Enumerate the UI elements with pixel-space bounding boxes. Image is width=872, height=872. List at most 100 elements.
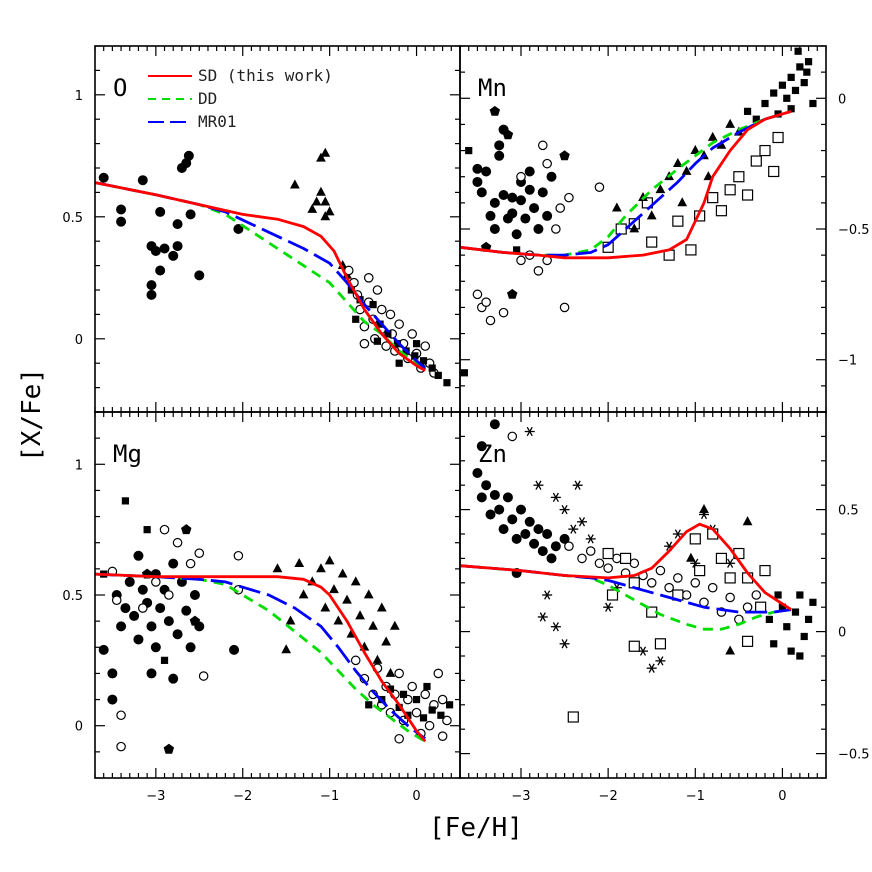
data-point-3-51 (577, 517, 587, 527)
data-point-2-8 (133, 634, 144, 645)
data-point-1-17 (524, 184, 535, 195)
model-line-mr01 (460, 110, 792, 257)
data-point-2-106 (423, 682, 431, 691)
data-point-3-44 (742, 602, 753, 612)
data-point-3-98 (796, 591, 804, 599)
data-point-3-38 (690, 577, 701, 588)
data-point-1-28 (485, 315, 496, 326)
data-point-2-101 (419, 714, 428, 722)
data-point-0-3 (137, 175, 148, 186)
data-point-3-61 (655, 656, 666, 666)
data-point-2-93 (442, 715, 452, 726)
panel-title: Zn (478, 440, 507, 468)
data-point-1-95 (804, 58, 813, 66)
data-point-3-53 (542, 590, 553, 600)
y-tick-label: −0.5 (838, 748, 870, 763)
data-point-0-69 (352, 315, 360, 323)
data-point-2-63 (350, 576, 361, 586)
data-point-3-28 (603, 563, 613, 573)
data-point-1-92 (791, 86, 800, 95)
model-line-mr01 (95, 572, 427, 740)
data-point-3-99 (800, 632, 808, 641)
data-point-3-19 (559, 533, 570, 544)
data-point-1-65 (768, 165, 780, 178)
data-point-3-50 (568, 524, 579, 534)
data-point-2-85 (407, 681, 418, 692)
data-point-3-13 (524, 516, 535, 527)
data-point-0-65 (419, 357, 428, 365)
data-point-3-101 (809, 598, 817, 606)
data-point-2-26 (229, 644, 240, 655)
data-point-1-16 (524, 166, 535, 177)
data-point-3-49 (559, 504, 570, 515)
data-point-3-100 (804, 615, 813, 624)
x-tick-label: −1 (686, 789, 705, 804)
data-point-2-105 (399, 690, 408, 698)
data-point-3-78 (715, 552, 728, 565)
panel-title: O (113, 74, 127, 102)
data-point-0-71 (395, 359, 403, 367)
data-point-2-21 (185, 642, 196, 653)
data-point-2-0 (98, 644, 109, 655)
data-point-1-0 (472, 163, 483, 174)
data-point-3-82 (741, 635, 754, 647)
data-point-1-40 (564, 192, 574, 203)
data-point-2-61 (342, 594, 352, 604)
data-point-0-10 (159, 243, 170, 254)
data-point-1-47 (489, 105, 501, 116)
data-point-0-9 (155, 206, 166, 217)
data-point-3-27 (594, 558, 605, 569)
data-point-2-20 (181, 605, 192, 616)
data-point-3-87 (606, 589, 619, 601)
data-point-2-41 (137, 603, 148, 613)
data-point-2-11 (146, 621, 157, 632)
data-point-1-41 (594, 182, 605, 192)
model-curves (460, 522, 792, 631)
data-point-3-16 (537, 546, 548, 557)
data-point-2-53 (298, 589, 309, 599)
data-point-1-5 (489, 197, 500, 208)
data-point-1-67 (602, 241, 614, 253)
y-tick-label: 0 (838, 626, 846, 641)
data-point-3-84 (759, 564, 771, 577)
data-point-1-19 (533, 223, 544, 234)
data-point-1-81 (646, 210, 657, 220)
data-point-0-44 (381, 341, 391, 351)
model-line-mr01 (460, 564, 792, 614)
data-point-1-62 (741, 189, 754, 201)
x-tick-label: −3 (146, 789, 165, 804)
data-point-0-59 (369, 301, 377, 309)
data-point-1-1 (472, 176, 483, 187)
data-point-1-44 (502, 129, 514, 140)
data-point-2-107 (445, 701, 454, 709)
data-point-0-24 (320, 196, 331, 206)
data-point-2-46 (163, 743, 175, 754)
data-point-3-91 (686, 552, 696, 562)
data-point-2-13 (150, 642, 161, 653)
data-point-3-17 (542, 529, 553, 540)
data-point-3-1 (472, 467, 483, 478)
data-point-0-42 (376, 304, 387, 315)
y-axis-title: [X/Fe] (17, 368, 47, 462)
data-point-2-32 (151, 577, 161, 587)
data-point-1-20 (537, 187, 548, 198)
y-tick-label: 1 (75, 89, 83, 104)
data-point-1-48 (465, 146, 473, 155)
panel-title: Mn (478, 74, 507, 102)
data-point-1-82 (677, 197, 688, 207)
data-point-2-36 (185, 558, 196, 569)
data-point-2-49 (189, 615, 201, 626)
data-point-0-66 (428, 364, 436, 372)
data-point-3-3 (481, 480, 492, 491)
data-point-2-4 (116, 621, 127, 632)
data-point-3-6 (494, 504, 505, 515)
data-point-1-63 (750, 155, 762, 167)
data-point-2-88 (420, 689, 431, 700)
data-point-3-42 (725, 592, 735, 603)
data-point-1-22 (546, 171, 557, 182)
model-curves (95, 572, 427, 743)
data-point-3-70 (619, 552, 632, 565)
data-point-2-74 (350, 655, 361, 666)
data-point-1-59 (715, 205, 728, 217)
data-point-3-56 (559, 639, 570, 649)
